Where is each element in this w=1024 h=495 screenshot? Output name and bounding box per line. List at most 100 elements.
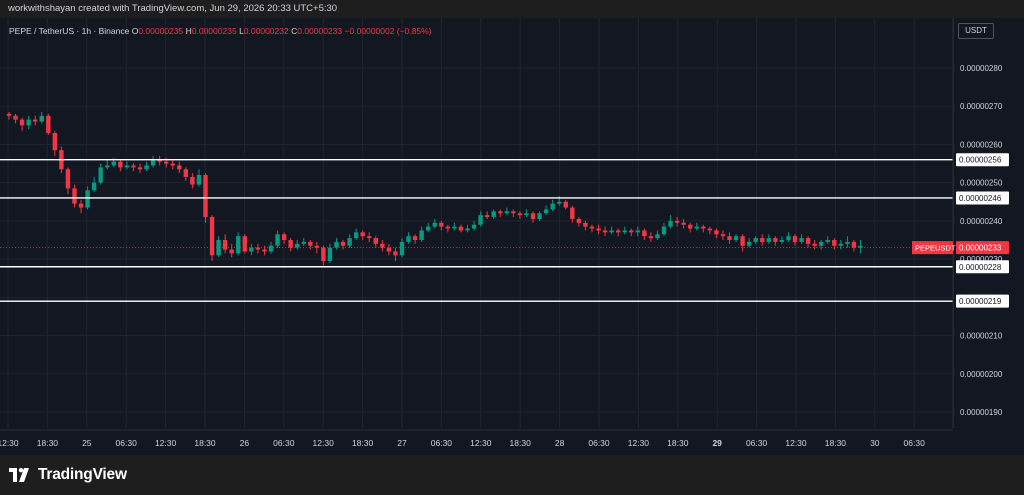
candle-body[interactable] [439, 222, 444, 227]
candle-body[interactable] [452, 226, 457, 229]
candle-body[interactable] [131, 165, 136, 168]
candle-body[interactable] [720, 234, 726, 237]
candle-body[interactable] [275, 234, 280, 246]
candle-body[interactable] [609, 230, 614, 233]
candle-body[interactable] [851, 241, 857, 248]
candle-body[interactable] [471, 224, 477, 229]
candle-body[interactable] [203, 175, 208, 218]
candle-body[interactable] [386, 247, 392, 252]
candle-body[interactable] [615, 230, 621, 233]
candle-body[interactable] [144, 165, 149, 170]
candle-body[interactable] [321, 247, 326, 262]
tradingview-logo[interactable]: TradingView [9, 465, 127, 485]
candle-body[interactable] [229, 249, 234, 254]
candle-body[interactable] [150, 159, 156, 166]
candle-body[interactable] [753, 238, 758, 242]
candle-body[interactable] [760, 238, 765, 242]
chart-frame[interactable] [0, 18, 1024, 455]
currency-button[interactable]: USDT [958, 23, 994, 39]
candle-body[interactable] [412, 236, 418, 240]
candle-body[interactable] [773, 238, 778, 242]
candle-body[interactable] [504, 211, 509, 214]
candle-body[interactable] [432, 222, 437, 227]
candle-body[interactable] [832, 240, 837, 246]
candle-body[interactable] [661, 226, 667, 235]
candle-body[interactable] [268, 245, 274, 252]
candle-body[interactable] [524, 213, 529, 216]
candle-body[interactable] [550, 203, 555, 210]
candle-body[interactable] [727, 236, 732, 240]
candle-body[interactable] [399, 241, 405, 256]
candle-body[interactable] [137, 167, 143, 170]
candle-body[interactable] [347, 238, 352, 246]
candle-body[interactable] [124, 165, 130, 168]
candle-body[interactable] [445, 226, 451, 229]
candle-body[interactable] [170, 163, 175, 166]
candle-body[interactable] [78, 203, 84, 208]
candle-body[interactable] [465, 228, 470, 231]
candle-body[interactable] [714, 230, 719, 235]
candle-body[interactable] [589, 226, 595, 229]
candle-body[interactable] [543, 209, 549, 214]
candle-body[interactable] [222, 240, 228, 250]
candle-body[interactable] [563, 201, 568, 208]
candle-body[interactable] [799, 238, 804, 242]
candle-body[interactable] [655, 234, 660, 239]
candle-body[interactable] [694, 226, 699, 229]
candle-body[interactable] [511, 211, 516, 214]
candle-body[interactable] [19, 119, 25, 126]
candle-body[interactable] [373, 238, 378, 244]
candle-body[interactable] [255, 247, 261, 250]
candle-body[interactable] [858, 245, 863, 248]
candle-body[interactable] [426, 226, 431, 231]
candle-body[interactable] [746, 241, 752, 246]
candle-body[interactable] [157, 159, 162, 162]
candle-body[interactable] [301, 241, 306, 244]
candle-body[interactable] [498, 211, 503, 214]
candle-body[interactable] [838, 243, 844, 246]
candle-body[interactable] [766, 238, 771, 242]
candle-body[interactable] [242, 236, 247, 252]
candle-body[interactable] [118, 161, 123, 168]
candle-body[interactable] [367, 236, 372, 239]
candle-body[interactable] [629, 230, 634, 233]
candle-body[interactable] [340, 241, 346, 246]
candle-body[interactable] [406, 236, 411, 242]
candle-body[interactable] [393, 251, 398, 256]
candle-body[interactable] [537, 213, 542, 219]
candle-body[interactable] [583, 222, 588, 227]
candle-body[interactable] [707, 228, 713, 231]
candle-body[interactable] [72, 188, 77, 204]
candle-body[interactable] [6, 113, 12, 116]
candle-body[interactable] [484, 215, 490, 218]
candle-body[interactable] [786, 236, 791, 240]
candle-body[interactable] [190, 176, 195, 185]
candle-body[interactable] [177, 165, 182, 170]
candle-body[interactable] [216, 240, 221, 256]
candle-body[interactable] [380, 243, 385, 248]
candle-body[interactable] [674, 220, 680, 223]
candle-body[interactable] [812, 243, 817, 246]
candle-body[interactable] [602, 230, 608, 233]
candle-body[interactable] [792, 236, 798, 242]
candle-body[interactable] [98, 167, 103, 183]
candle-body[interactable] [13, 115, 18, 120]
candle-body[interactable] [46, 115, 51, 133]
candle-body[interactable] [825, 240, 830, 242]
candle-body[interactable] [33, 119, 38, 122]
candle-body[interactable] [39, 115, 44, 122]
candle-body[interactable] [419, 230, 424, 240]
candle-body[interactable] [570, 207, 575, 219]
candle-body[interactable] [327, 247, 333, 262]
candle-body[interactable] [196, 175, 202, 185]
candle-body[interactable] [819, 241, 824, 246]
candle-body[interactable] [642, 230, 647, 237]
candle-body[interactable] [288, 240, 293, 248]
candle-body[interactable] [557, 201, 562, 204]
candle-body[interactable] [249, 247, 254, 252]
candle-body[interactable] [805, 238, 811, 244]
candle-body[interactable] [111, 161, 116, 166]
candle-body[interactable] [164, 161, 169, 164]
candle-body[interactable] [183, 169, 189, 177]
